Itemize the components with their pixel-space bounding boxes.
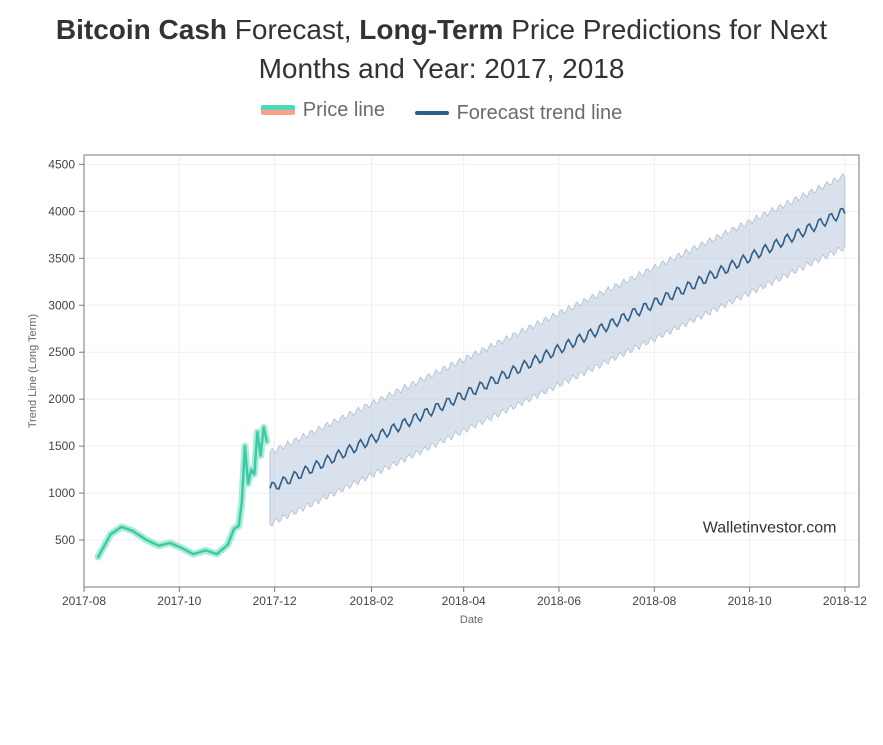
chart-legend: Price line Forecast trend line — [14, 98, 869, 125]
legend-label: Forecast trend line — [457, 102, 623, 125]
legend-item-price-line: Price line — [261, 99, 385, 122]
svg-text:2017-10: 2017-10 — [157, 594, 201, 608]
svg-text:2018-02: 2018-02 — [349, 594, 393, 608]
svg-text:1500: 1500 — [48, 439, 75, 453]
svg-text:1000: 1000 — [48, 486, 75, 500]
chart-title: Bitcoin Cash Forecast, Long-Term Price P… — [34, 10, 849, 88]
svg-text:2018-12: 2018-12 — [823, 594, 867, 608]
svg-text:2018-06: 2018-06 — [537, 594, 581, 608]
svg-text:4000: 4000 — [48, 204, 75, 218]
svg-text:3000: 3000 — [48, 298, 75, 312]
svg-text:Walletinvestor.com: Walletinvestor.com — [703, 519, 837, 536]
svg-text:Date: Date — [460, 614, 483, 626]
svg-text:500: 500 — [55, 533, 75, 547]
svg-text:2018-10: 2018-10 — [728, 594, 772, 608]
svg-text:Trend Line (Long Term): Trend Line (Long Term) — [27, 314, 39, 428]
legend-label: Price line — [303, 99, 385, 122]
legend-item-forecast: Forecast trend line — [415, 102, 623, 125]
legend-swatch-price-line — [261, 105, 295, 115]
svg-text:2018-08: 2018-08 — [632, 594, 676, 608]
chart-area: 500 1000 1500 2000 2500 3000 3500 4000 4500 2017-… — [14, 137, 869, 637]
legend-swatch-forecast — [415, 111, 449, 115]
svg-text:2017-08: 2017-08 — [62, 594, 106, 608]
svg-text:2000: 2000 — [48, 392, 75, 406]
svg-text:2500: 2500 — [48, 345, 75, 359]
svg-text:4500: 4500 — [48, 157, 75, 171]
svg-text:3500: 3500 — [48, 251, 75, 265]
svg-text:2017-12: 2017-12 — [253, 594, 297, 608]
chart-svg: 500 1000 1500 2000 2500 3000 3500 4000 4500 2017-… — [14, 137, 869, 637]
svg-text:2018-04: 2018-04 — [442, 594, 486, 608]
